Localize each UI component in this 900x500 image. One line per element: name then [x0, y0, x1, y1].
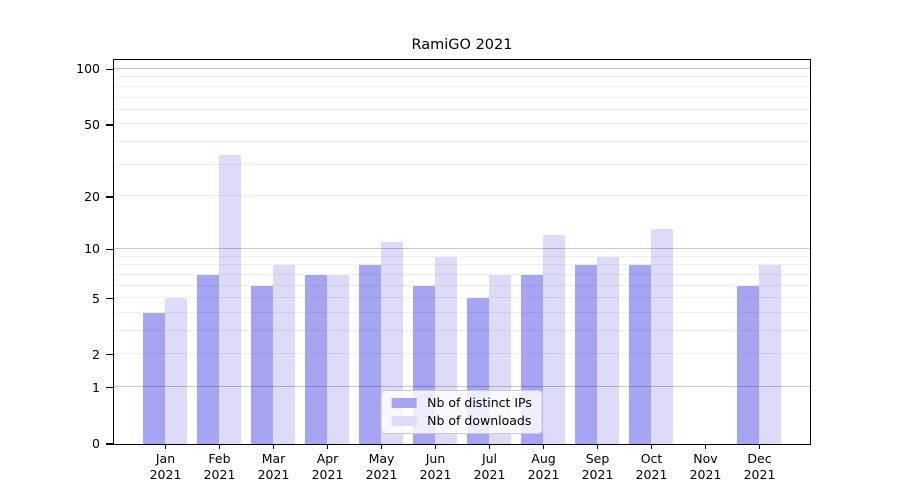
x-tick-jun — [434, 444, 437, 449]
x-tick-label-dec: Dec 2021 — [743, 451, 776, 482]
y-tick-5 — [106, 298, 113, 300]
y-tick-label: 10 — [84, 241, 100, 257]
gridline-3 — [113, 330, 810, 331]
gridline-4 — [113, 311, 810, 313]
x-tick-label-nov: Nov 2021 — [689, 451, 722, 482]
y-tick-2 — [106, 354, 113, 356]
x-tick-label-apr: Apr 2021 — [311, 451, 344, 482]
legend-swatch-downloads — [391, 415, 417, 426]
bar-downloads-dec — [759, 265, 781, 444]
bar-ips-dec — [737, 285, 759, 444]
y-tick-1 — [106, 387, 113, 389]
gridline-70 — [113, 96, 810, 98]
bar-downloads-jan — [165, 298, 187, 444]
bar-ips-may — [359, 265, 381, 444]
bar-downloads-mar — [273, 265, 295, 444]
bar-downloads-sep — [597, 256, 619, 444]
x-tick-dec — [758, 444, 761, 449]
legend-item-downloads: Nb of downloads — [391, 413, 532, 429]
y-tick-0 — [106, 443, 113, 445]
x-tick-may — [380, 444, 383, 449]
x-tick-label-may: May 2021 — [365, 451, 398, 482]
x-tick-nov — [704, 444, 707, 449]
y-tick-label: 100 — [76, 61, 100, 77]
gridline-60 — [113, 108, 810, 110]
x-tick-label-feb: Feb 2021 — [203, 451, 236, 482]
bar-ips-mar — [251, 285, 273, 444]
gridline-30 — [113, 163, 810, 165]
gridline-90 — [113, 76, 810, 78]
bar-ips-jan — [143, 312, 165, 444]
y-tick-100 — [106, 68, 113, 71]
x-tick-feb — [218, 444, 221, 449]
gridline-100 — [113, 67, 810, 69]
gridline-7 — [113, 273, 810, 275]
gridline-6 — [113, 284, 810, 286]
gridline-10 — [113, 247, 810, 249]
y-tick-label: 1 — [92, 379, 100, 395]
y-tick-50 — [106, 124, 113, 126]
legend-label-downloads: Nb of downloads — [427, 412, 532, 428]
x-tick-label-jun: Jun 2021 — [419, 451, 452, 482]
y-tick-20 — [106, 196, 113, 198]
x-tick-label-mar: Mar 2021 — [257, 451, 290, 482]
gridline-8 — [113, 264, 810, 266]
gridline-40 — [113, 141, 810, 143]
x-tick-mar — [272, 444, 275, 449]
x-tick-aug — [542, 444, 545, 449]
chart-title: RamiGO 2021 — [411, 37, 513, 53]
y-tick-label: 2 — [92, 346, 100, 362]
plot-area: Nb of distinct IPs Nb of downloads — [112, 58, 811, 445]
y-tick-label: 0 — [92, 436, 100, 451]
legend-label-distinct-ips: Nb of distinct IPs — [427, 394, 532, 410]
legend-item-distinct-ips: Nb of distinct IPs — [391, 395, 532, 411]
bar-downloads-oct — [651, 229, 673, 444]
legend: Nb of distinct IPs Nb of downloads — [380, 389, 543, 434]
y-tick-label: 20 — [84, 188, 100, 204]
gridline-80 — [113, 85, 810, 87]
x-tick-label-sep: Sep 2021 — [581, 451, 614, 482]
gridline-2 — [113, 353, 810, 355]
bar-downloads-apr — [327, 274, 349, 444]
x-tick-label-aug: Aug 2021 — [527, 451, 560, 482]
x-tick-jan — [164, 444, 167, 449]
bar-ips-sep — [575, 265, 597, 444]
x-tick-jul — [488, 444, 491, 449]
bar-ips-oct — [629, 265, 651, 444]
bar-ips-apr — [305, 274, 327, 444]
x-tick-sep — [596, 444, 599, 449]
x-tick-label-oct: Oct 2021 — [635, 451, 668, 482]
x-tick-label-jul: Jul 2021 — [473, 451, 506, 482]
y-tick-label: 50 — [84, 116, 100, 132]
bar-downloads-aug — [543, 235, 565, 444]
x-tick-label-jan: Jan 2021 — [149, 451, 182, 482]
gridline-50 — [113, 123, 810, 125]
gridline-9 — [113, 255, 810, 257]
gridline-20 — [113, 195, 810, 197]
bar-ips-feb — [197, 274, 219, 444]
x-tick-apr — [326, 444, 329, 449]
gridline-1 — [113, 386, 810, 388]
y-tick-label: 5 — [92, 290, 100, 306]
x-tick-oct — [650, 444, 653, 449]
bar-downloads-feb — [219, 154, 241, 444]
gridline-5 — [113, 297, 810, 299]
legend-swatch-distinct-ips — [391, 397, 417, 408]
y-tick-10 — [106, 248, 113, 251]
